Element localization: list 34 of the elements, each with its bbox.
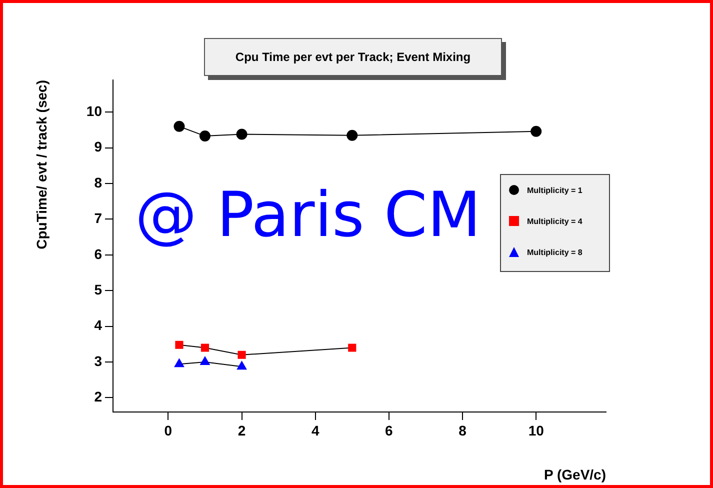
y-tick-label: 3: [94, 352, 102, 369]
chart-title: Cpu Time per evt per Track; Event Mixing: [204, 38, 502, 76]
y-axis-title: CpuTime/ evt / track (sec): [33, 80, 50, 250]
point: [236, 361, 247, 370]
point: [200, 344, 210, 352]
x-tick-label: 2: [238, 422, 246, 438]
x-tick-label: 4: [311, 422, 320, 438]
legend-label: Multiplicity = 8: [527, 248, 582, 256]
point: [174, 120, 185, 132]
y-tick-label: 9: [94, 138, 102, 155]
legend-label: Multiplicity = 4: [527, 216, 582, 226]
y-tick-label: 10: [86, 102, 102, 119]
point: [346, 130, 358, 141]
point: [348, 344, 356, 352]
point: [530, 126, 542, 137]
y-tick-label: 5: [94, 281, 102, 298]
point: [175, 340, 184, 349]
x-tick-label: 10: [528, 422, 544, 438]
point: [238, 350, 246, 359]
x-tick-label: 8: [458, 422, 467, 438]
y-tick-label: 4: [94, 317, 102, 334]
point: [199, 130, 210, 142]
y-tick-label: 6: [94, 246, 102, 262]
point: [174, 358, 184, 368]
legend-label: Multiplicity = 1: [527, 186, 582, 194]
annotation: @ Paris CM: [135, 178, 481, 251]
y-tick-label: 2: [94, 388, 102, 405]
x-tick-label: 0: [164, 422, 172, 438]
x-axis-title: P (GeV/c): [544, 466, 606, 482]
x-tick-label: 6: [385, 422, 394, 438]
y-tick-label: 8: [94, 174, 102, 190]
point: [236, 128, 248, 140]
y-tick-label: 7: [94, 210, 102, 226]
point: [200, 356, 210, 366]
